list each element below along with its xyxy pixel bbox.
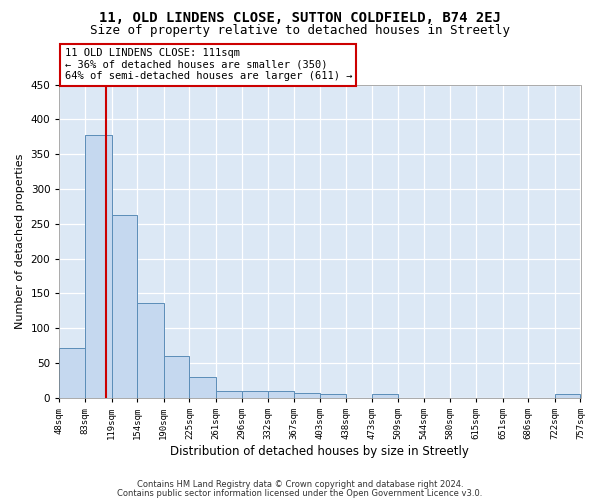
Bar	[112, 214, 137, 398]
Bar	[372, 394, 398, 398]
Bar	[555, 394, 580, 398]
Bar	[320, 394, 346, 398]
Y-axis label: Number of detached properties: Number of detached properties	[15, 154, 25, 329]
Bar	[242, 392, 268, 398]
Text: Size of property relative to detached houses in Streetly: Size of property relative to detached ho…	[90, 24, 510, 37]
Bar	[85, 134, 112, 398]
Bar	[164, 356, 190, 398]
Bar	[137, 303, 164, 398]
Text: 11, OLD LINDENS CLOSE, SUTTON COLDFIELD, B74 2EJ: 11, OLD LINDENS CLOSE, SUTTON COLDFIELD,…	[99, 11, 501, 25]
Bar	[294, 394, 320, 398]
X-axis label: Distribution of detached houses by size in Streetly: Distribution of detached houses by size …	[170, 444, 469, 458]
Bar	[216, 390, 242, 398]
Text: Contains HM Land Registry data © Crown copyright and database right 2024.: Contains HM Land Registry data © Crown c…	[137, 480, 463, 489]
Text: Contains public sector information licensed under the Open Government Licence v3: Contains public sector information licen…	[118, 488, 482, 498]
Bar	[268, 390, 294, 398]
Bar	[59, 348, 85, 398]
Bar	[190, 378, 216, 398]
Text: 11 OLD LINDENS CLOSE: 111sqm
← 36% of detached houses are smaller (350)
64% of s: 11 OLD LINDENS CLOSE: 111sqm ← 36% of de…	[65, 48, 352, 82]
